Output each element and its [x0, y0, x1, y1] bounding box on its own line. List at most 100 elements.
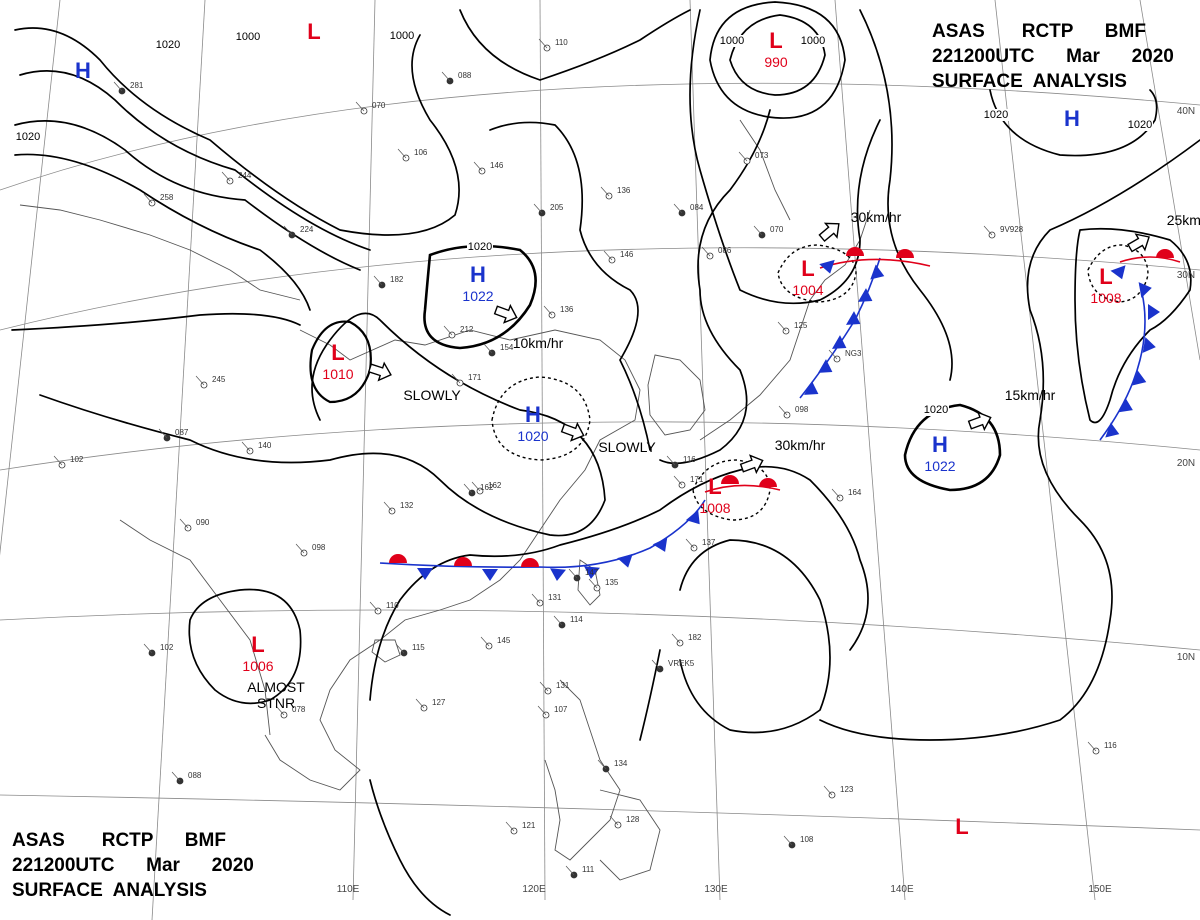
station-pressure: 116 [683, 455, 696, 464]
wind-barb [480, 636, 490, 647]
wind-barb [473, 161, 483, 172]
motion-arrow [560, 421, 585, 442]
station-pressure: 098 [795, 405, 809, 414]
station-pressure: 136 [560, 305, 574, 314]
parallel-line [0, 421, 1200, 471]
high-pressure-symbol: H [75, 58, 91, 83]
system-motion-label: 30km/hr [775, 437, 826, 453]
meridian-line [834, 0, 906, 901]
barb-shape [846, 247, 864, 256]
system-motion-label: STNR [257, 695, 295, 711]
warm-front-barb [759, 478, 777, 487]
wind-barb [543, 305, 553, 316]
wind-barb [441, 71, 451, 82]
system-motion-label: 25km/hr [1167, 212, 1200, 228]
isobar-low-990 [729, 14, 826, 96]
header-bottom-line1: ASAS RCTP BMF [12, 830, 226, 851]
wind-barb [701, 246, 711, 257]
coastline-luzon [544, 679, 621, 861]
longitude-label: 150E [1088, 884, 1112, 895]
isobar-label: 1000 [801, 35, 825, 47]
cold-front-barb [819, 259, 835, 274]
wind-barb [777, 321, 787, 332]
barb-shape [1132, 370, 1147, 386]
wind-barb [538, 38, 548, 49]
station-pressure: 116 [1104, 741, 1117, 750]
wind-barb [415, 698, 425, 709]
wind-barb [553, 615, 563, 626]
station-pressure: 135 [605, 578, 619, 587]
isobar [659, 109, 771, 465]
barb-shape [1118, 397, 1133, 413]
station-pressure: 123 [840, 785, 854, 794]
coastline-japan [699, 119, 871, 441]
system-motion-label: SLOWLY [598, 439, 656, 455]
isobar-label: 1000 [720, 35, 744, 47]
parallel-line [0, 82, 1200, 191]
longitude-label: 130E [704, 884, 728, 895]
warm-front-barb [454, 557, 472, 566]
system-motion-label: SLOWLY [403, 387, 461, 403]
fronts [379, 247, 1181, 581]
station-pressure: 110 [555, 38, 568, 47]
isobar-label-bg [719, 35, 745, 47]
longitude-label: 140E [890, 884, 914, 895]
station-pressure: 205 [550, 203, 564, 212]
wind-barb [673, 475, 683, 486]
central-pressure: 1008 [1090, 290, 1121, 306]
station-pressure: 281 [130, 81, 144, 90]
isobar-label: 1000 [236, 31, 260, 43]
barb-shape [721, 475, 739, 484]
meridian-line [539, 0, 546, 901]
dashed-isobar [777, 244, 857, 303]
barb-shape [759, 478, 777, 487]
isobar [11, 312, 301, 331]
station-pressure: 098 [312, 543, 326, 552]
barb-shape [846, 311, 861, 325]
parallel-line [0, 794, 1200, 831]
station-pressure: 086 [718, 246, 732, 255]
isobar [709, 1, 846, 119]
station-pressure: 127 [432, 698, 446, 707]
wind-barb [603, 250, 613, 261]
low-pressure-symbol: L [1099, 264, 1112, 289]
wind-barb [195, 375, 205, 386]
isobar-label-bg [800, 35, 826, 47]
barb-shape [550, 568, 566, 581]
isobar-label: 1020 [468, 241, 492, 253]
wind-barb [143, 193, 153, 204]
station-pressure: 125 [794, 321, 808, 330]
arrow-shape [818, 222, 840, 243]
isobar [489, 121, 651, 451]
isobar-label-bg [155, 39, 181, 51]
wind-barb [397, 148, 407, 159]
station-pressure: 111 [582, 865, 595, 874]
central-pressure: 1004 [792, 282, 823, 298]
meridian-line [994, 0, 1096, 901]
wind-barb [483, 343, 493, 354]
wind-barb [143, 643, 153, 654]
wind-barb [1087, 741, 1097, 752]
meridian-line [352, 0, 376, 901]
cold-front-barb [858, 288, 873, 302]
coastline-hainan [371, 639, 401, 663]
warm-front-barb [1156, 249, 1174, 258]
low-pressure-symbol: L [769, 28, 782, 53]
isobar [19, 70, 371, 251]
wind-barb [651, 659, 661, 670]
station-pressure: 090 [196, 518, 210, 527]
station-pressure: 137 [702, 538, 716, 547]
isobar [1074, 227, 1192, 424]
central-pressure: 990 [764, 54, 788, 70]
motion-arrow [818, 222, 840, 243]
header-bottom: ASAS RCTP BMF 221200UTC Mar 2020 SURFACE… [12, 830, 254, 901]
latitude-label: 20N [1177, 458, 1195, 469]
low-pressure-symbol: L [307, 19, 320, 44]
cold-front-barb [617, 553, 633, 568]
cold-front-barb [1132, 370, 1147, 386]
barb-shape [832, 335, 847, 349]
wind-barb [568, 568, 578, 579]
isobar-labels: 1000 1000 1020 1020 1020 1000 1000 1020 1020 1020 [15, 30, 1153, 416]
